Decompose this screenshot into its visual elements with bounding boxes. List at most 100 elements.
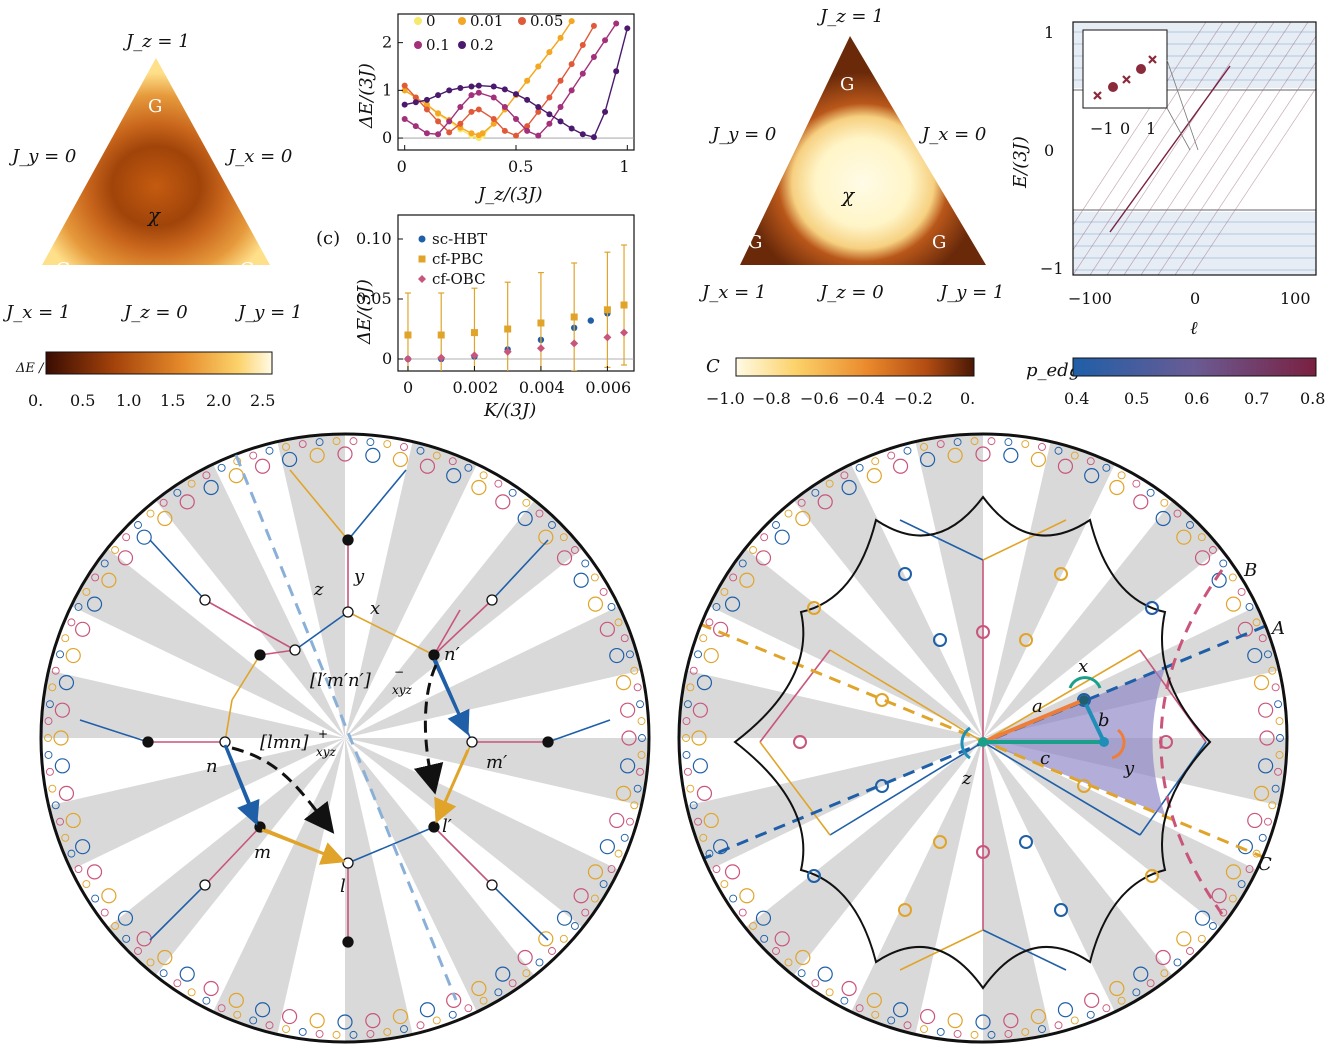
edge-cell-small (699, 634, 708, 643)
edge-cell-small (797, 498, 806, 507)
edge-cell (495, 494, 511, 510)
phase-d-g-right: G (932, 232, 946, 253)
edge-cell-small (920, 442, 928, 451)
edge-cell-small (1086, 1010, 1095, 1019)
phase-d-g-left: G (748, 232, 762, 253)
series-2-point (490, 115, 497, 122)
legend-b-dot-0 (414, 17, 422, 25)
edge-cell (713, 839, 729, 855)
edge-cell (620, 702, 636, 718)
tile-wedge (345, 487, 596, 738)
edge-cell-small (187, 988, 196, 997)
label-d-bottom-mid: J_z = 0 (816, 282, 884, 303)
edge-cell-small (1237, 880, 1246, 888)
edge-cell-small (720, 588, 729, 596)
edge-cell-small (56, 817, 64, 826)
edge-cell-small (682, 751, 691, 759)
tile-wedge (732, 738, 983, 989)
edge-cell (101, 888, 117, 904)
panel-e-ylabel: E/(3J) (1010, 136, 1031, 189)
edge-cell-small (479, 471, 488, 480)
edge-cell-small (122, 533, 131, 542)
edge-cell-small (100, 559, 109, 568)
cb-a-tick-0: 0. (28, 391, 43, 410)
edge-cell-small (383, 440, 392, 448)
tile-wedge (41, 666, 345, 738)
label-d-left-side: J_y = 0 (708, 124, 776, 145)
edge-cell (692, 758, 708, 774)
series-2-point (468, 108, 475, 115)
edge-cell-small (1276, 734, 1284, 742)
edge-cell-small (315, 1029, 324, 1038)
disk-right-edge-ring (682, 437, 1284, 1039)
edge-cell-small (636, 767, 645, 776)
label-bottom-mid: J_z = 0 (120, 302, 188, 323)
legend-c-marker-1 (418, 255, 426, 263)
edge-cell (573, 888, 589, 904)
edge-cell-small (146, 958, 155, 967)
series-3-point (412, 123, 419, 130)
edge-cell (75, 621, 91, 637)
edge-cell-small (1219, 559, 1228, 568)
edge-cell (556, 550, 573, 566)
panel-e-frame (1072, 21, 1317, 276)
c-series-1-point (620, 301, 628, 309)
cb-e-tick-1: 0.5 (1124, 389, 1149, 408)
legend-b-dot-1 (458, 17, 466, 25)
series-2-point (435, 118, 442, 125)
legend-b-1: 0.01 (470, 12, 503, 30)
series-4-point (546, 111, 553, 118)
edge-cell-small (1245, 865, 1254, 873)
edge-cell-small (1237, 588, 1246, 596)
edge-cell-small (683, 700, 692, 709)
tile-wedge (41, 738, 345, 877)
legend-c-1: cf-PBC (432, 250, 483, 268)
edge-cell (281, 451, 298, 468)
edge-cell-small (111, 922, 120, 930)
legend-c-2: cf-OBC (432, 270, 486, 288)
tile-wedge (983, 599, 1287, 738)
tile-wedge (345, 599, 649, 738)
series-2-point (535, 108, 542, 115)
edge-cell-small (811, 979, 820, 988)
vertex-z (978, 737, 988, 747)
edge-cell-small (233, 1010, 242, 1019)
edge-cell (1057, 458, 1074, 474)
colorbar-a (45, 351, 273, 375)
series-3-point (513, 115, 519, 122)
edge-cell-small (705, 618, 714, 627)
edge-cell-small (581, 908, 590, 917)
inset-tick-2: 1 (1146, 119, 1156, 138)
disk-right-boundary (677, 432, 1289, 1044)
label-bottom-left: J_x = 1 (2, 302, 70, 323)
panel-e-xticks: −100 0 100 (1068, 289, 1311, 308)
series-4-point (401, 101, 408, 108)
edge-cell-small (855, 1004, 864, 1013)
edge-cell-small (626, 650, 634, 659)
edge-cell-small (749, 922, 758, 930)
edge-cell-small (825, 479, 834, 488)
bracket-plus: [lmn] (260, 732, 309, 753)
c-series-2-point (437, 353, 446, 362)
edge-cell-small (1274, 700, 1283, 709)
edge-cell (795, 510, 811, 527)
series-2-point (401, 82, 408, 89)
edge-cell (1194, 910, 1211, 926)
edge-cell-small (936, 440, 945, 448)
series-3-point (568, 87, 575, 94)
edge-cell-small (840, 471, 849, 480)
edge-cell-small (712, 865, 721, 873)
label-d-apex-top: J_z = 1 (816, 6, 884, 27)
label-rot-x: x (1078, 656, 1088, 677)
edge-cell-small (1275, 751, 1284, 759)
tile-wedge (273, 434, 345, 738)
edge-cell-small (811, 488, 820, 497)
edge-cell (615, 785, 632, 802)
edge-cell-small (48, 683, 57, 692)
edge-cell-small (45, 767, 54, 776)
edge-cell-small (249, 451, 258, 460)
edge-cell-small (74, 865, 83, 873)
edge-cell (556, 910, 573, 926)
edge-cell-small (1274, 767, 1283, 776)
c-ytick-label: 0.10 (356, 229, 392, 248)
